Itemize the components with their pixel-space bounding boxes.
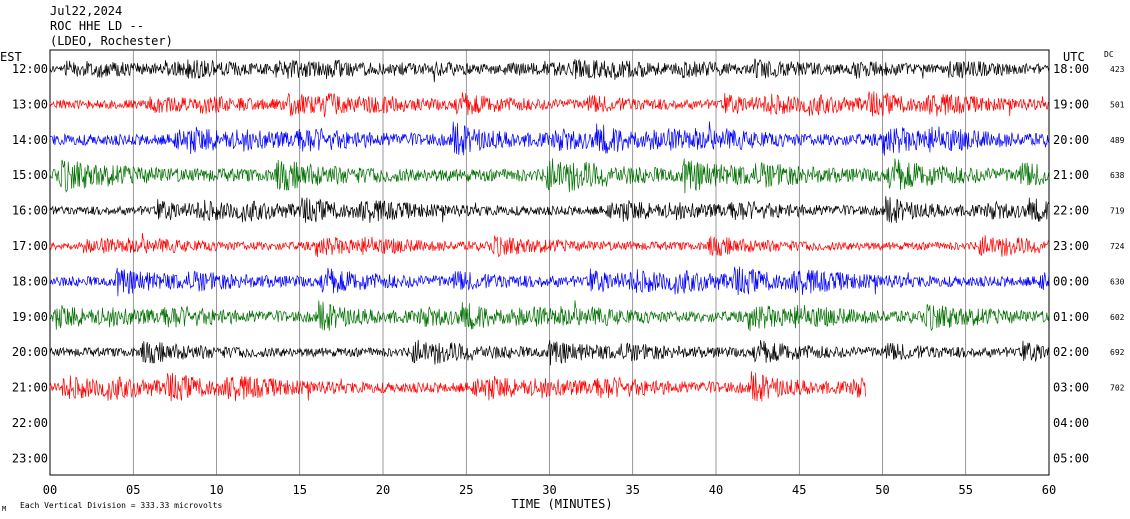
x-tick-30: 30 — [542, 483, 556, 497]
utc-label-18:00: 18:00 — [1053, 62, 1089, 76]
est-label-18:00: 18:00 — [12, 274, 48, 288]
network-label: (LDEO, Rochester) — [50, 34, 173, 48]
dc-value-03:00: 702 — [1110, 384, 1125, 393]
est-label-12:00: 12:00 — [12, 62, 48, 76]
x-tick-55: 55 — [959, 483, 973, 497]
trace-12:00 — [49, 58, 1050, 83]
x-tick-10: 10 — [209, 483, 223, 497]
x-tick-40: 40 — [709, 483, 723, 497]
station-label: ROC HHE LD -- — [50, 19, 144, 33]
est-label-15:00: 15:00 — [12, 168, 48, 182]
est-label-23:00: 23:00 — [12, 451, 48, 465]
est-labels: 12:00 13:00 14:00 15:00 16:00 17:00 18:00 19:00… — [12, 62, 48, 465]
dc-value-22:00: 719 — [1110, 207, 1125, 216]
x-tick-05: 05 — [126, 483, 140, 497]
utc-label-00:00: 00:00 — [1053, 274, 1089, 288]
est-label-22:00: 22:00 — [12, 416, 48, 430]
trace-21:00 — [49, 371, 866, 402]
dc-value-00:00: 630 — [1110, 277, 1125, 286]
utc-label-04:00: 04:00 — [1053, 416, 1089, 430]
x-tick-60: 60 — [1042, 483, 1056, 497]
x-tick-45: 45 — [792, 483, 806, 497]
x-tick-labels: 00 05 10 15 20 25 30 35 40 45 50 55 60 — [43, 483, 1056, 497]
utc-label-20:00: 20:00 — [1053, 133, 1089, 147]
trace-13:00 — [49, 91, 1050, 118]
dc-title: DC — [1104, 50, 1114, 59]
utc-label-19:00: 19:00 — [1053, 97, 1089, 111]
est-label-14:00: 14:00 — [12, 133, 48, 147]
traces-group — [49, 58, 1050, 402]
x-tick-25: 25 — [459, 483, 473, 497]
dc-value-19:00: 501 — [1110, 100, 1125, 109]
est-label-19:00: 19:00 — [12, 310, 48, 324]
dc-value-18:00: 423 — [1110, 65, 1125, 74]
dc-value-20:00: 489 — [1110, 136, 1125, 145]
trace-15:00 — [49, 158, 1050, 194]
utc-label-22:00: 22:00 — [1053, 204, 1089, 218]
trace-14:00 — [49, 121, 1050, 156]
est-label-16:00: 16:00 — [12, 204, 48, 218]
dc-value-21:00: 638 — [1110, 171, 1125, 180]
trace-16:00 — [49, 196, 1050, 224]
utc-labels: 18:00 19:00 20:00 21:00 22:00 23:00 00:00 01:00… — [1053, 62, 1089, 465]
utc-label-01:00: 01:00 — [1053, 310, 1089, 324]
trace-20:00 — [49, 339, 1050, 366]
x-tick-15: 15 — [293, 483, 307, 497]
vertical-gridlines — [132, 50, 967, 475]
utc-label-02:00: 02:00 — [1053, 345, 1089, 359]
est-label-20:00: 20:00 — [12, 345, 48, 359]
dc-value-23:00: 724 — [1110, 242, 1125, 251]
dc-labels: 423 501 489 638 719 724 630 602 692 702 — [1110, 65, 1125, 393]
dc-value-02:00: 692 — [1110, 348, 1125, 357]
est-label-21:00: 21:00 — [12, 381, 48, 395]
est-axis-title: EST — [0, 50, 22, 64]
dc-value-01:00: 602 — [1110, 313, 1125, 322]
x-tick-35: 35 — [626, 483, 640, 497]
utc-label-05:00: 05:00 — [1053, 451, 1089, 465]
utc-label-03:00: 03:00 — [1053, 381, 1089, 395]
x-axis-title: TIME (MINUTES) — [511, 497, 612, 511]
trace-18:00 — [49, 266, 1050, 297]
est-label-13:00: 13:00 — [12, 97, 48, 111]
utc-label-21:00: 21:00 — [1053, 168, 1089, 182]
x-tick-00: 00 — [43, 483, 57, 497]
est-label-17:00: 17:00 — [12, 239, 48, 253]
utc-axis-title: UTC — [1063, 50, 1085, 64]
trace-19:00 — [49, 300, 1050, 332]
trace-17:00 — [49, 233, 1050, 258]
footnote-marker: M — [2, 505, 6, 513]
x-tick-20: 20 — [376, 483, 390, 497]
x-tick-50: 50 — [875, 483, 889, 497]
utc-label-23:00: 23:00 — [1053, 239, 1089, 253]
footnote: Each Vertical Division = 333.33 microvol… — [20, 501, 222, 510]
date-label: Jul22,2024 — [50, 4, 122, 18]
